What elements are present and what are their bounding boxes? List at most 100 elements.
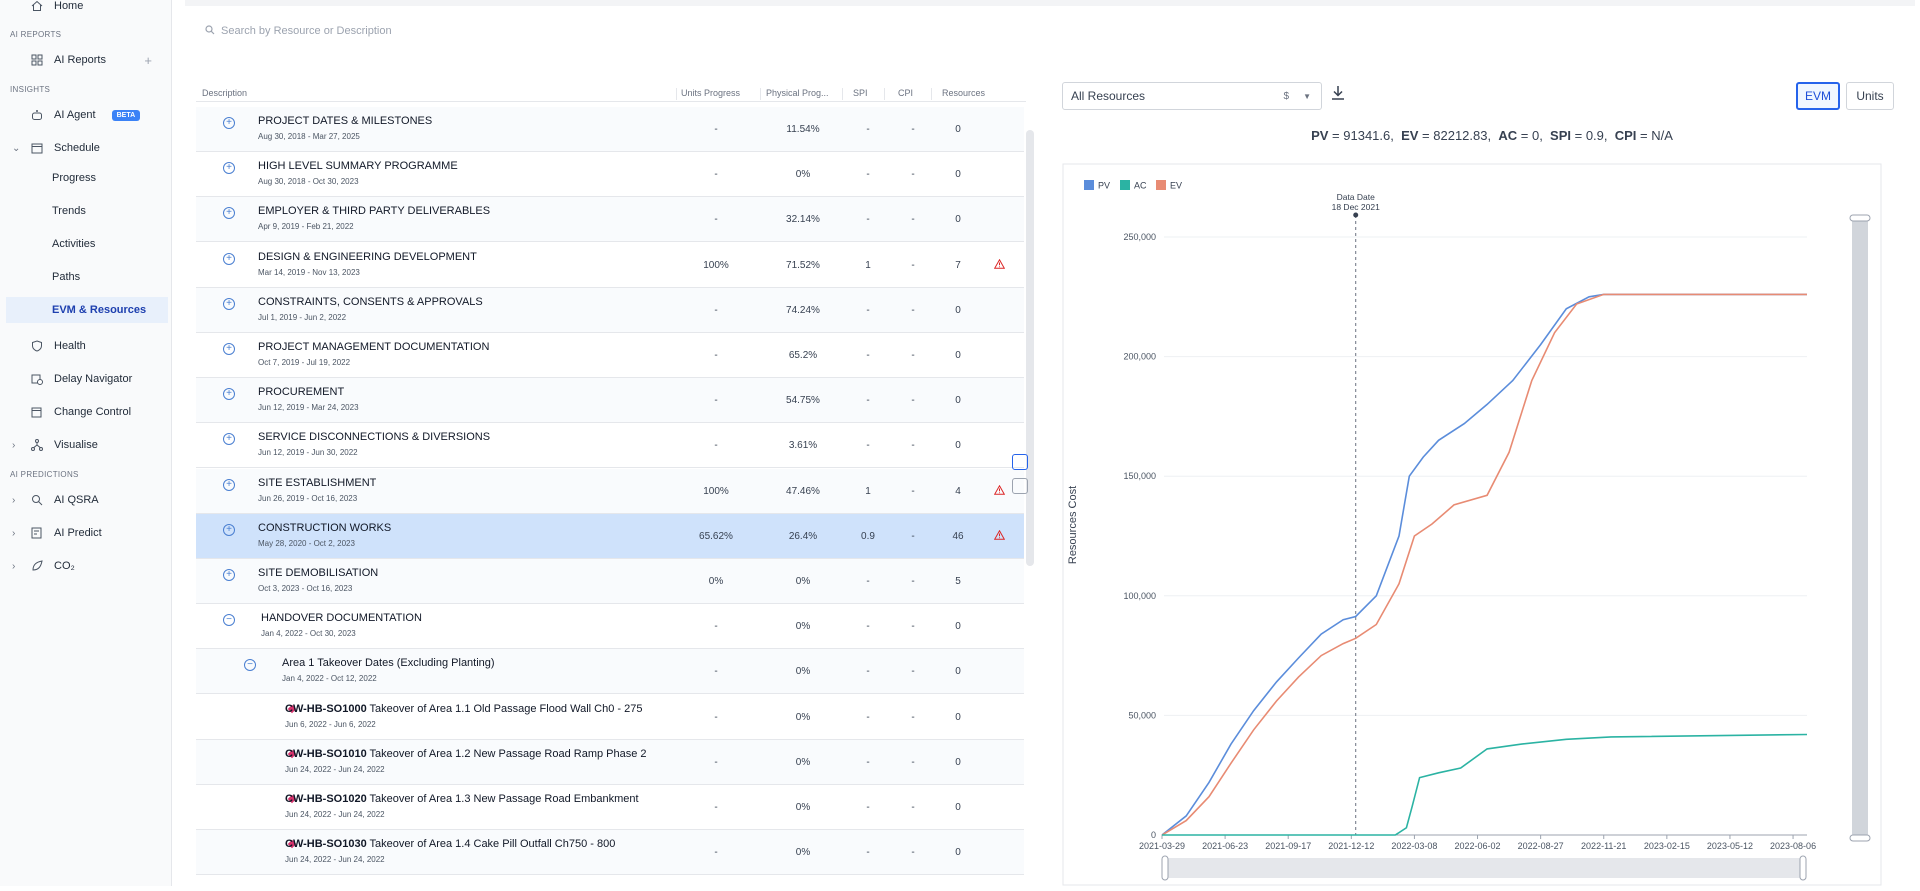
table-row[interactable]: + CONSTRUCTION WORKS May 28, 2020 - Oct 2,… [196,513,1024,559]
table-row[interactable]: + CONSTRAINTS, CONSENTS & APPROVALS Jul 1,… [196,287,1024,333]
cell-spi: - [866,169,870,181]
single-view-icon[interactable] [1012,478,1028,494]
table-row[interactable]: − HANDOVER DOCUMENTATION Jan 4, 2022 - Oct… [196,604,1024,650]
nav-ai-reports[interactable]: AI Reports + [0,47,170,73]
nav-health[interactable]: Health [0,333,170,359]
legend-swatch-pv[interactable] [1084,180,1094,190]
expand-icon[interactable]: + [223,478,235,491]
resource-select[interactable]: All Resources $ ▼ [1062,82,1322,110]
x-tick-label: 2021-03-29 [1139,841,1185,851]
units-button[interactable]: Units [1846,82,1894,110]
beta-badge: BETA [111,109,141,121]
legend-label-pv[interactable]: PV [1098,181,1110,191]
expand-icon[interactable]: + [223,117,235,129]
section-ai-reports: AI REPORTS [10,30,62,39]
nav-home[interactable]: Home [0,0,170,19]
warning-icon[interactable] [993,256,1006,274]
table-row[interactable]: CW-HB-SO1030 Takeover of Area 1.4 Cake P… [196,830,1024,876]
expand-icon[interactable]: + [223,388,235,401]
nav-ai-qsra[interactable]: › AI QSRA [0,487,170,513]
col-divider[interactable] [676,88,677,100]
expand-icon[interactable]: + [223,297,235,310]
legend-label-ac[interactable]: AC [1134,181,1147,191]
nav-trends[interactable]: Trends [52,205,86,217]
cell-cpi: - [911,124,915,135]
row-title: SITE ESTABLISHMENT [258,476,377,489]
legend-swatch-ac[interactable] [1120,180,1130,190]
col-cpi[interactable]: CPI [898,88,914,98]
cell-units-progress: - [714,395,718,407]
table-row[interactable]: + PROCUREMENT Jun 12, 2019 - Mar 24, 2023 -… [196,378,1024,424]
x-zoom-slider[interactable] [1164,858,1804,878]
nav-progress[interactable]: Progress [52,172,97,184]
x-zoom-handle-right[interactable] [1799,855,1807,881]
row-title: CONSTRAINTS, CONSENTS & APPROVALS [258,295,483,308]
nav-visualise[interactable]: › Visualise [0,432,170,458]
cell-cpi: - [911,440,915,452]
table-row[interactable]: + SITE DEMOBILISATION Oct 3, 2023 - Oct 16… [196,559,1024,604]
nav-ai-agent[interactable]: AI Agent BETA [0,102,170,128]
row-dates: Mar 14, 2019 - Nov 13, 2023 [258,267,360,277]
row-dates: Apr 9, 2019 - Feb 21, 2022 [258,222,354,232]
nav-change-control[interactable]: Change Control [0,399,170,425]
legend-swatch-ev[interactable] [1156,180,1166,190]
nav-schedule-label: Schedule [54,142,100,154]
warning-icon[interactable] [993,482,1006,500]
table-row[interactable]: + PROJECT MANAGEMENT DOCUMENTATION Oct 7, … [196,333,1024,378]
nav-evm-resources[interactable]: EVM & Resources [6,297,168,323]
col-physical-progress[interactable]: Physical Prog... [766,88,829,98]
col-divider[interactable] [760,88,761,100]
col-description[interactable]: Description [202,88,248,98]
table-row[interactable]: + DESIGN & ENGINEERING DEVELOPMENT Mar 14,… [196,242,1024,288]
nav-ai-predict-label: AI Predict [54,527,102,539]
expand-icon[interactable]: + [223,433,235,446]
table-row[interactable]: + HIGH LEVEL SUMMARY PROGRAMME Aug 30, 201… [196,152,1024,198]
table-row[interactable]: + SERVICE DISCONNECTIONS & DIVERSIONS Jun … [196,423,1024,469]
expand-icon[interactable]: + [223,343,235,355]
cell-spi: - [866,621,870,633]
table-scrollbar[interactable] [1026,130,1034,566]
expand-icon[interactable]: + [223,207,235,220]
y-zoom-handle-bottom[interactable] [1849,834,1871,842]
table-row[interactable]: + EMPLOYER & THIRD PARTY DELIVERABLES Apr … [196,197,1024,243]
col-divider[interactable] [931,88,932,100]
nav-paths[interactable]: Paths [52,271,81,283]
nav-schedule[interactable]: ⌄ Schedule [0,135,170,161]
table-row[interactable]: CW-HB-SO1000 Takeover of Area 1.1 Old Pa… [196,694,1024,740]
col-divider[interactable] [884,88,885,100]
x-zoom-handle-left[interactable] [1161,855,1169,881]
col-units-progress[interactable]: Units Progress [681,88,741,98]
reports-grid-icon [30,53,44,67]
split-view-icon[interactable] [1012,454,1028,470]
legend-label-ev[interactable]: EV [1170,181,1182,191]
col-spi[interactable]: SPI [853,88,868,98]
warning-icon[interactable] [993,527,1006,545]
nav-delay-navigator[interactable]: Delay Navigator [0,366,170,392]
expand-icon[interactable]: + [223,252,235,265]
table-row[interactable]: + SITE ESTABLISHMENT Jun 26, 2019 - Oct 16… [196,468,1024,514]
row-title: SERVICE DISCONNECTIONS & DIVERSIONS [258,431,491,444]
nav-co2[interactable]: › CO₂ [0,553,170,579]
expand-icon[interactable]: + [223,523,235,536]
collapse-icon[interactable]: − [223,614,235,627]
expand-icon[interactable]: + [223,569,235,581]
nav-ai-predict[interactable]: › AI Predict [0,520,170,546]
y-zoom-slider[interactable] [1852,218,1868,838]
evm-button[interactable]: EVM [1796,82,1840,110]
download-icon[interactable] [1330,84,1346,107]
expand-icon[interactable]: + [223,162,235,175]
add-report-icon[interactable]: + [144,52,152,68]
col-resources[interactable]: Resources [942,88,986,98]
col-divider[interactable] [842,88,843,100]
y-zoom-handle-top[interactable] [1849,214,1871,222]
cell-physical-progress: 0% [795,621,811,633]
table-row[interactable]: + PROJECT DATES & MILESTONES Aug 30, 2018 … [196,107,1024,152]
search-input[interactable]: Search by Resource or Description [205,22,505,40]
table-row[interactable]: CW-HB-SO1020 Takeover of Area 1.3 New Pa… [196,785,1024,830]
collapse-icon[interactable]: − [244,659,256,672]
table-row[interactable]: CW-HB-SO1010 Takeover of Area 1.2 New Pa… [196,739,1024,785]
table-row[interactable]: − Area 1 Takeover Dates (Excluding Planti… [196,649,1024,695]
nav-visualise-label: Visualise [54,439,98,451]
nav-activities[interactable]: Activities [52,238,96,250]
cell-physical-progress: 0% [795,666,811,678]
